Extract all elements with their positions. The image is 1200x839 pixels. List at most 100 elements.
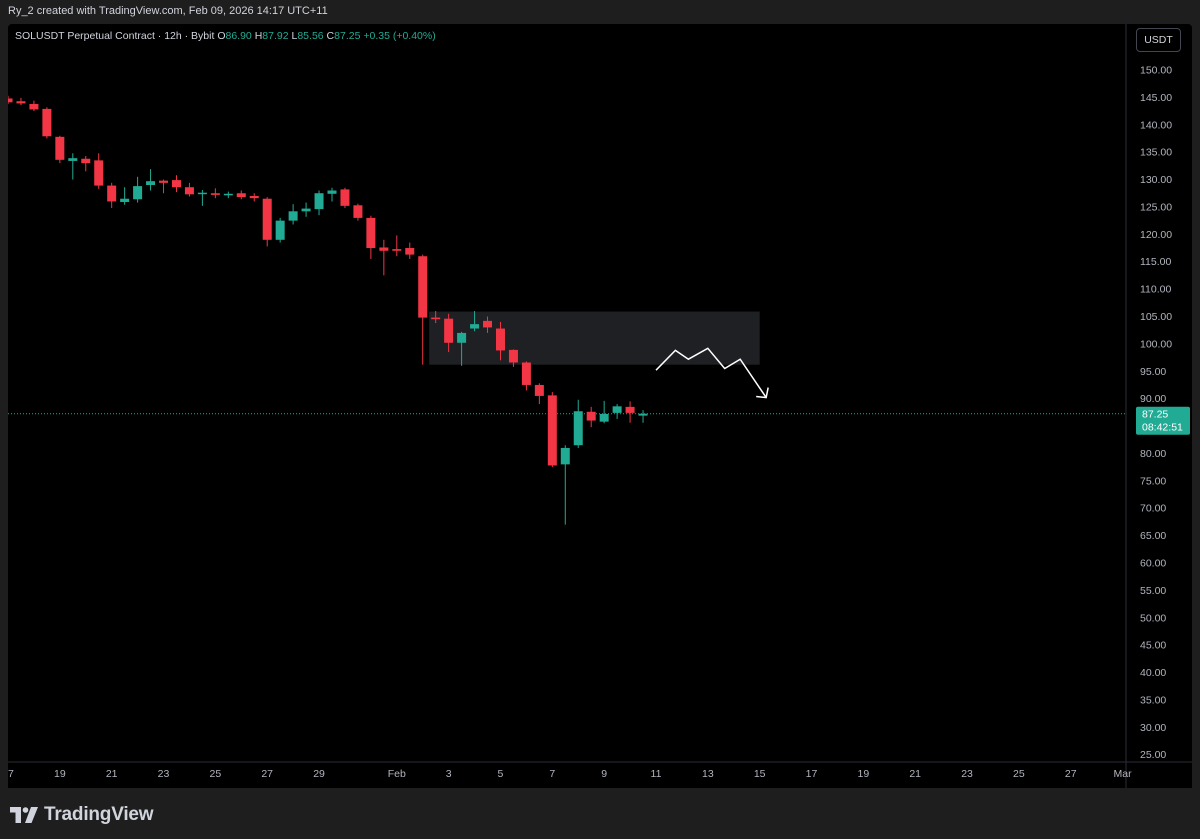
candle-body[interactable] — [353, 205, 363, 218]
candle-body[interactable] — [599, 413, 609, 422]
candle-body[interactable] — [81, 158, 91, 164]
x-tick-label: 19 — [54, 768, 66, 780]
currency-button[interactable]: USDT — [1136, 28, 1181, 52]
candle-body[interactable] — [521, 362, 531, 385]
x-tick-label: 27 — [1065, 768, 1077, 780]
candle-body[interactable] — [314, 193, 324, 210]
candle-body[interactable] — [8, 98, 13, 103]
y-tick-label: 110.00 — [1140, 284, 1171, 296]
x-tick-label: 11 — [651, 768, 662, 780]
candle-body[interactable] — [42, 108, 52, 137]
legend-close: 87.25 — [334, 30, 361, 42]
candle-body[interactable] — [275, 220, 285, 240]
attribution-text: Ry_2 created with TradingView.com, Feb 0… — [8, 5, 328, 17]
candle-body[interactable] — [405, 248, 415, 255]
x-tick-label: 21 — [909, 768, 921, 780]
y-tick-label: 120.00 — [1140, 229, 1172, 241]
x-tick-label: 25 — [210, 768, 222, 780]
candle-body[interactable] — [94, 160, 104, 186]
candle-body[interactable] — [638, 413, 648, 416]
y-tick-label: 95.00 — [1140, 366, 1166, 378]
candle-body[interactable] — [366, 217, 376, 249]
x-tick-label: 19 — [858, 768, 870, 780]
candle-body[interactable] — [146, 181, 156, 186]
candle-body[interactable] — [431, 317, 441, 320]
x-tick-label: Mar — [1114, 768, 1133, 780]
candle-body[interactable] — [120, 198, 130, 203]
candlestick-chart[interactable]: 150.00 145.00 140.00 135.00 130.00 125.00 120.… — [8, 24, 1192, 788]
x-tick-label: 25 — [1013, 768, 1025, 780]
candle-body[interactable] — [573, 411, 583, 446]
candle-body[interactable] — [547, 395, 557, 466]
last-price-value: 87.25 — [1142, 409, 1168, 421]
candle-body[interactable] — [495, 328, 505, 351]
resistance-zone[interactable] — [429, 311, 760, 365]
candle-body[interactable] — [418, 256, 428, 318]
candle-body[interactable] — [197, 192, 207, 195]
projection-arrowhead — [756, 387, 769, 399]
x-tick-label: 15 — [754, 768, 766, 780]
y-tick-label: 145.00 — [1140, 92, 1172, 104]
y-tick-label: 115.00 — [1140, 256, 1171, 268]
candle-body[interactable] — [133, 186, 143, 200]
x-tick-label: 23 — [961, 768, 973, 780]
candle-body[interactable] — [392, 249, 402, 251]
y-tick-label: 35.00 — [1140, 694, 1166, 706]
candle-body[interactable] — [457, 332, 467, 343]
candle-body[interactable] — [159, 180, 169, 183]
candle-body[interactable] — [236, 193, 246, 198]
candle-body[interactable] — [55, 136, 65, 160]
x-tick-label: 13 — [702, 768, 714, 780]
y-tick-label: 40.00 — [1140, 667, 1166, 679]
candle-body[interactable] — [340, 189, 350, 206]
candle-body[interactable] — [262, 198, 272, 240]
chart-frame[interactable]: 150.00 145.00 140.00 135.00 130.00 125.00 120.… — [8, 24, 1192, 788]
y-tick-label: 135.00 — [1140, 147, 1172, 159]
candle-body[interactable] — [508, 349, 518, 363]
x-tick-label: 27 — [261, 768, 273, 780]
candle-body[interactable] — [470, 324, 480, 329]
tradingview-logo[interactable]: TradingView — [10, 804, 154, 826]
candle-body[interactable] — [29, 103, 39, 110]
y-tick-label: 25.00 — [1140, 749, 1166, 761]
y-tick-label: 140.00 — [1140, 119, 1172, 131]
projection-path[interactable] — [655, 347, 767, 399]
candle-body[interactable] — [107, 185, 117, 202]
legend-close-label: C — [326, 30, 335, 42]
candle-body[interactable] — [483, 320, 493, 328]
legend-high-label: H — [254, 30, 263, 42]
candle-body[interactable] — [249, 195, 259, 199]
y-tick-label: 150.00 — [1140, 65, 1172, 77]
y-tick-label: 50.00 — [1140, 612, 1166, 624]
candle-body[interactable] — [625, 406, 635, 413]
candle-body[interactable] — [223, 193, 233, 196]
candle-body[interactable] — [288, 211, 298, 221]
candle-body[interactable] — [68, 158, 78, 161]
x-tick-label: 21 — [106, 768, 118, 780]
candle-body[interactable] — [612, 406, 622, 413]
candle-body[interactable] — [301, 208, 311, 212]
candle-body[interactable] — [444, 318, 454, 343]
symbol-name[interactable]: SOLUSDT Perpetual Contract · 12h · Bybit — [15, 30, 215, 42]
candle-body[interactable] — [16, 101, 26, 104]
candle-body[interactable] — [184, 187, 194, 195]
footer: TradingView — [0, 788, 1200, 839]
y-tick-label: 70.00 — [1140, 503, 1166, 515]
candle-body[interactable] — [327, 190, 337, 194]
tradingview-logo-icon — [10, 807, 38, 823]
candle-body[interactable] — [534, 384, 544, 396]
candle-body[interactable] — [586, 411, 596, 421]
candle-body[interactable] — [379, 247, 389, 251]
x-tick-label: 3 — [446, 768, 452, 780]
y-tick-label: 90.00 — [1140, 393, 1166, 405]
tradingview-brand: TradingView — [44, 804, 154, 825]
candle-body[interactable] — [560, 447, 570, 465]
candle-body[interactable] — [171, 180, 181, 188]
last-price-tag — [1136, 406, 1190, 435]
x-tick-label: 7 — [549, 768, 555, 780]
attribution-bar: Ry_2 created with TradingView.com, Feb 0… — [0, 0, 1200, 24]
x-tick-label: 29 — [313, 768, 325, 780]
candle-body[interactable] — [210, 193, 220, 195]
y-tick-label: 60.00 — [1140, 557, 1166, 569]
y-tick-label: 100.00 — [1140, 338, 1172, 350]
